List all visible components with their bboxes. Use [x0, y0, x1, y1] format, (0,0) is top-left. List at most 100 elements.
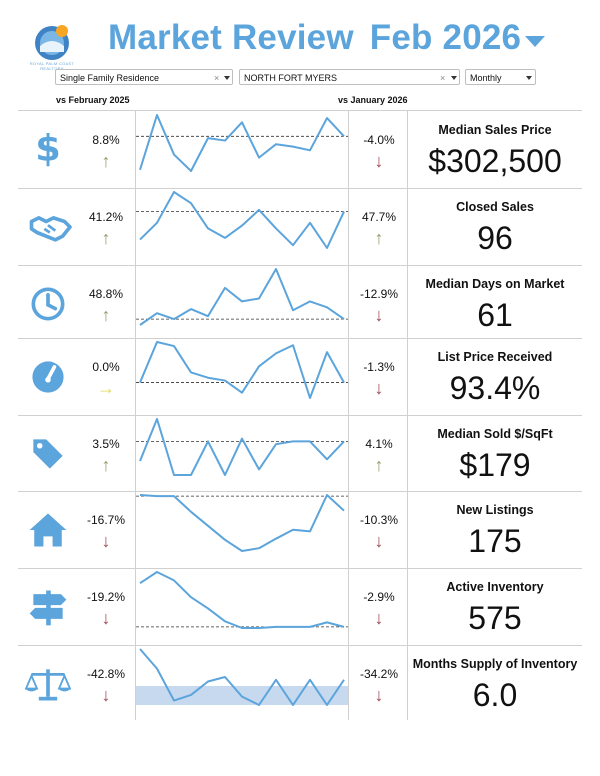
property-type-clear-icon[interactable]: × [214, 73, 220, 83]
mom-change: 4.1% [365, 437, 393, 451]
yoy-change: 41.2% [88, 210, 124, 224]
mom-down-arrow-icon: ↓ [374, 685, 384, 705]
metric-label: List Price Received [437, 350, 553, 364]
sparkline-chart [136, 418, 348, 476]
sparkline-chart [136, 648, 348, 706]
metric-value: 61 [477, 297, 513, 333]
sparkline-chart [136, 191, 348, 249]
metric-row: 0.0% → -1.3% ↓ List Price Received 93.4% [0, 338, 600, 415]
metric-value: $179 [459, 447, 531, 483]
metric-row: -42.8% ↓ -34.2% ↓ Months Supply of Inventory… [0, 645, 600, 722]
trend-line [139, 268, 345, 326]
mom-down-arrow-icon: ↓ [374, 608, 384, 628]
divider [18, 568, 582, 569]
divider [18, 491, 582, 492]
sparkline-chart [136, 494, 348, 552]
logo-text: ROYAL PALM COAST REALTORS [29, 61, 75, 71]
metric-label: New Listings [456, 503, 534, 517]
mom-column-header: vs January 2026 [338, 95, 408, 105]
metric-label: Median Days on Market [425, 277, 565, 291]
yoy-change: 0.0% [92, 360, 120, 374]
sparkline-chart [136, 114, 348, 172]
handshake-icon [26, 207, 72, 252]
interval-select[interactable]: Monthly [465, 69, 536, 85]
metric-row: 3.5% ↑ 4.1% ↑ Median Sold $/SqFt $179 [0, 415, 600, 492]
trend-line [139, 114, 345, 172]
metric-label: Closed Sales [456, 200, 534, 214]
yoy-change: -19.2% [86, 590, 126, 604]
metric-value: 575 [468, 600, 522, 636]
report-period: Feb 2026 [369, 18, 522, 57]
mom-down-arrow-icon: ↓ [374, 531, 384, 551]
mom-change: -1.3% [363, 360, 395, 374]
header: ROYAL PALM COAST REALTORS Market Review F… [0, 0, 600, 71]
price-tag-icon [26, 434, 70, 479]
metric-value: 175 [468, 523, 522, 559]
property-type-select[interactable]: Single Family Residence × [55, 69, 233, 85]
divider [18, 265, 582, 266]
divider [18, 415, 582, 416]
metric-value: 93.4% [449, 370, 541, 406]
yoy-down-arrow-icon: ↓ [101, 531, 111, 551]
metric-value: 96 [477, 220, 513, 256]
chevron-down-icon[interactable] [224, 76, 230, 80]
chevron-down-icon[interactable] [526, 76, 532, 80]
mom-down-arrow-icon: ↓ [374, 378, 384, 398]
metric-row: 48.8% ↑ -12.9% ↓ Median Days on Market 61 [0, 265, 600, 342]
signpost-icon [26, 587, 70, 632]
yoy-up-arrow-icon: ↑ [101, 305, 111, 325]
mom-change: 47.7% [361, 210, 397, 224]
mom-change: -2.9% [363, 590, 395, 604]
metric-label: Months Supply of Inventory [412, 657, 578, 671]
yoy-up-arrow-icon: ↑ [101, 455, 111, 475]
metric-row: $8.8% ↑ -4.0% ↓ Median Sales Price $302,500 [0, 111, 600, 188]
trend-line [139, 571, 345, 629]
yoy-column-header: vs February 2025 [56, 95, 130, 105]
trend-line [139, 494, 345, 552]
yoy-down-arrow-icon: ↓ [101, 608, 111, 628]
property-type-value: Single Family Residence [60, 73, 160, 83]
svg-text:$: $ [35, 127, 61, 170]
metric-value: 6.0 [472, 677, 518, 713]
metric-value: $302,500 [428, 143, 562, 179]
yoy-down-arrow-icon: ↓ [101, 685, 111, 705]
mom-up-arrow-icon: ↑ [374, 228, 384, 248]
trend-line [139, 648, 345, 706]
yoy-change: -42.8% [86, 667, 126, 681]
page-title: Market Review Feb 2026 [108, 18, 521, 58]
metric-row: -16.7% ↓ -10.3% ↓ New Listings 175 [0, 491, 600, 568]
mom-change: -34.2% [359, 667, 399, 681]
metric-label: Median Sold $/SqFt [437, 427, 553, 441]
mom-down-arrow-icon: ↓ [374, 151, 384, 171]
metric-row: 41.2% ↑ 47.7% ↑ Closed Sales 96 [0, 188, 600, 265]
yoy-change: 48.8% [88, 287, 124, 301]
metric-row: -19.2% ↓ -2.9% ↓ Active Inventory 575 [0, 568, 600, 645]
metric-label: Median Sales Price [438, 123, 552, 137]
sparkline-chart [136, 268, 348, 326]
mom-change: -10.3% [359, 513, 399, 527]
trend-line [139, 341, 345, 399]
area-clear-icon[interactable]: × [440, 73, 446, 83]
period-dropdown-icon[interactable] [525, 36, 545, 47]
balance-scale-icon [24, 664, 72, 709]
mom-up-arrow-icon: ↑ [374, 455, 384, 475]
sparkline-chart [136, 571, 348, 629]
yoy-change: -16.7% [86, 513, 126, 527]
title-text: Market Review [108, 18, 354, 57]
mom-change: -12.9% [359, 287, 399, 301]
mom-down-arrow-icon: ↓ [374, 305, 384, 325]
trend-line [139, 191, 345, 249]
interval-value: Monthly [470, 73, 502, 83]
chevron-down-icon[interactable] [451, 76, 457, 80]
house-icon [26, 510, 70, 555]
yoy-flat-arrow-icon: → [97, 378, 115, 398]
sparkline-chart [136, 341, 348, 399]
area-value: NORTH FORT MYERS [244, 73, 338, 83]
company-logo [32, 22, 72, 62]
yoy-up-arrow-icon: ↑ [101, 228, 111, 248]
yoy-change: 3.5% [92, 437, 120, 451]
area-select[interactable]: NORTH FORT MYERS × [239, 69, 460, 85]
clock-icon [26, 284, 70, 329]
dollar-icon: $ [26, 127, 70, 175]
yoy-change: 8.8% [92, 133, 120, 147]
